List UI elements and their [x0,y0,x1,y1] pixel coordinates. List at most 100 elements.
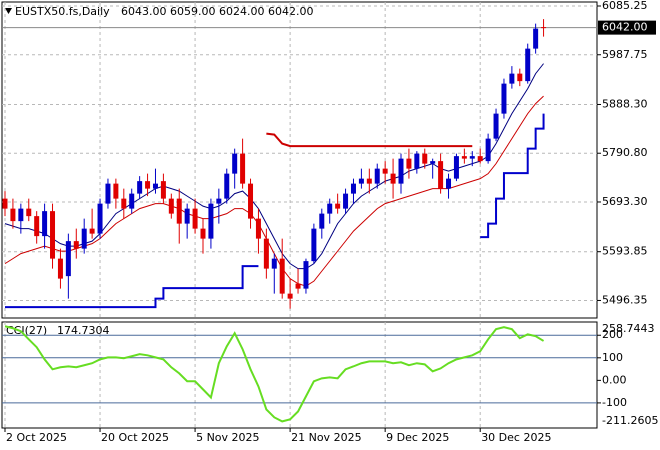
y-tick-label: -100 [602,396,627,409]
candle-body [232,153,238,174]
candle-body [26,208,32,217]
candle-body [224,173,230,199]
candle-body [105,183,111,204]
candle-body [343,193,349,209]
candle-body [10,208,16,222]
candle-body [255,218,261,239]
candle-body [121,198,127,209]
candle-body [430,161,436,164]
cci-line [4,325,545,423]
candle-body [18,208,24,222]
candle-body [446,178,452,189]
candle-body [485,138,491,162]
candle-body [34,216,40,237]
candle-body [453,156,459,179]
candle-body [414,153,420,169]
candle-body [81,228,87,249]
candle-body [327,203,333,214]
candle-body [97,203,103,234]
candle-body [438,161,444,189]
candle-body [42,211,48,237]
candle-body [390,173,396,184]
cci-readout: 174.7304 [57,324,110,337]
y-tick-label: 5693.30 [602,195,648,208]
candle-body [358,178,364,184]
x-tick-label: 5 Nov 2025 [196,431,259,444]
candle-body [2,198,8,209]
cci-title: CCI(27) [6,324,47,337]
y-tick-label: 5593.85 [602,245,648,258]
candle-body [350,183,356,194]
candle-body [50,211,56,259]
candle-body [335,203,341,209]
candle-body [295,283,301,289]
candle-body [145,181,151,189]
candle-body [160,181,166,199]
candle-body [311,228,317,262]
candle-body [129,193,135,209]
candle-body [57,258,63,279]
y-tick-label: 5496.35 [602,293,648,306]
candle-body [303,261,309,289]
candle-body [89,228,95,234]
candle-body [73,241,79,249]
candle-body [271,258,277,269]
candle-body [240,153,246,184]
last-price-label: 6042.00 [602,21,648,34]
chart-title: EUSTX50.fs,Daily [15,5,110,18]
candle-body [469,156,475,159]
last-price-box [598,20,656,35]
x-tick-label: 21 Nov 2025 [291,431,361,444]
candle-body [216,198,222,204]
x-tick-label: 2 Oct 2025 [6,431,67,444]
x-tick-label: 9 Dec 2025 [386,431,449,444]
x-tick-label: 20 Oct 2025 [101,431,169,444]
candle-body [525,48,531,82]
candle-body [319,213,325,229]
candle-body [279,258,285,294]
candle-body [208,203,214,239]
candle-body [422,153,428,164]
candle-body [509,73,515,84]
candle-body [248,183,254,219]
indicator-line [5,113,545,309]
y-tick-label: 200 [602,328,623,341]
candle-body [263,238,269,269]
cci-frame [1,321,598,429]
indicator-line [4,63,544,270]
y-limit-label: -211.2605 [602,414,658,427]
candle-body [176,198,182,224]
y-tick-label: 5888.30 [602,97,648,110]
candle-body [192,208,198,229]
candle-body [65,241,71,277]
y-tick-label: 0.00 [602,373,627,386]
candle-body [461,156,467,159]
menu-triangle [5,8,12,14]
y-tick-label: 100 [602,351,623,364]
candle-body [366,178,372,184]
candle-body [287,293,293,299]
candle-body [382,168,388,174]
y-tick-label: 6085.25 [602,0,648,12]
candle-body [374,168,380,184]
candle-body [152,183,158,189]
candle-body [477,156,483,162]
candle-body [137,181,143,194]
candle-body [406,158,412,169]
candle-body [168,198,174,214]
y-limit-label: 258.7443 [602,322,655,335]
candle-body [501,83,507,114]
ohlc-readout: 6043.00 6059.00 6024.00 6042.00 [121,5,313,18]
candle-body [200,228,206,239]
main-frame [1,1,598,319]
candle-body [113,183,119,199]
candle-body [541,27,547,29]
candle-body [184,208,190,224]
y-tick-label: 5790.80 [602,146,648,159]
candle-body [493,113,499,139]
y-tick-label: 5987.75 [602,48,648,61]
candle-body [517,73,523,82]
x-tick-label: 30 Dec 2025 [481,431,551,444]
